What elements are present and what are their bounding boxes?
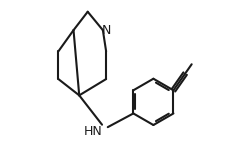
Text: N: N [101, 24, 111, 37]
Text: HN: HN [83, 125, 102, 138]
